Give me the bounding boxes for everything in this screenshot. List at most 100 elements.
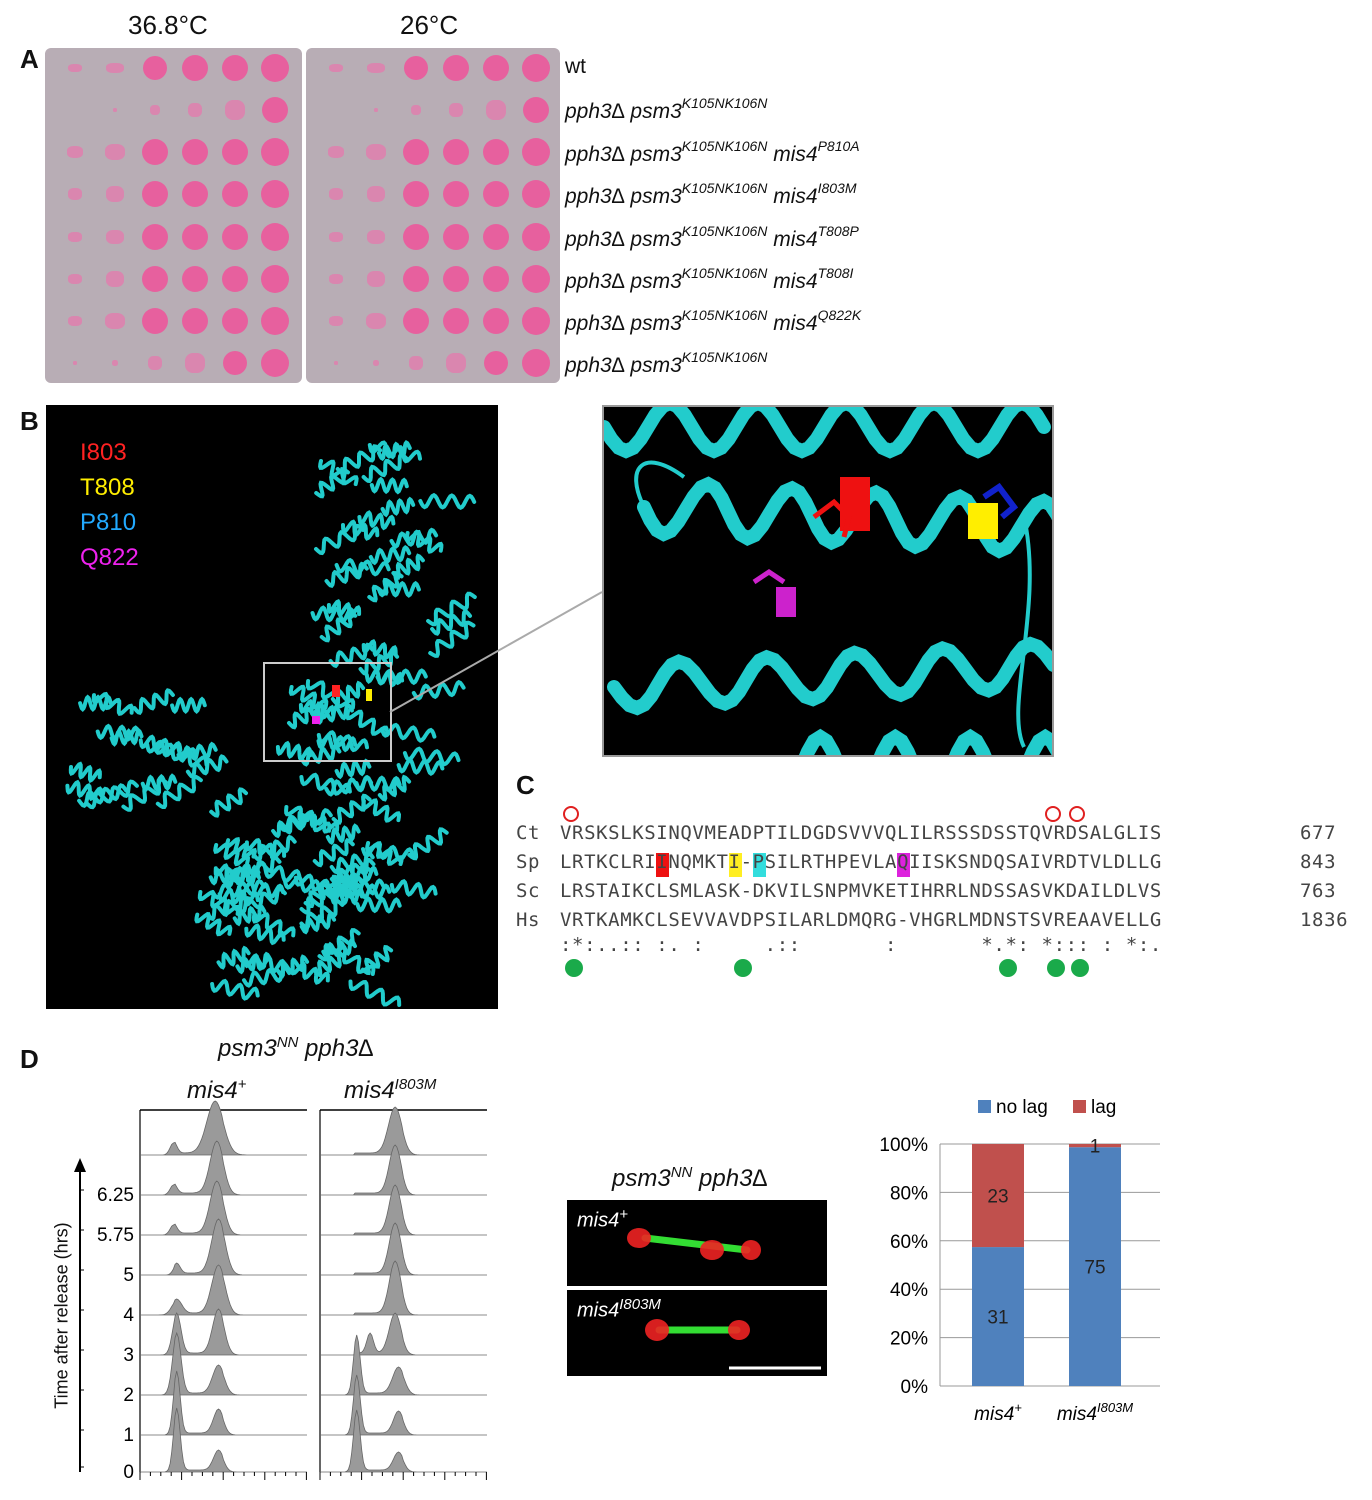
bar-data-label: 23 [987,1187,1008,1208]
residue-highlight [897,853,911,877]
legend-item-i803: I803 [80,439,127,466]
yeast-spot [106,186,124,202]
yeast-spot [112,360,118,366]
yeast-spot [403,224,429,250]
yeast-spot [182,308,208,334]
yeast-spot [443,266,469,292]
yeast-spot [142,139,168,165]
yeast-spot [483,266,509,292]
yeast-spot [522,307,550,335]
facs-histogram [320,1334,487,1396]
yeast-spot [403,139,429,165]
yeast-spot [106,63,124,73]
yeast-spot [225,100,245,120]
yeast-spot [106,271,124,287]
yeast-spot [182,266,208,292]
facs-histogram [320,1260,487,1316]
yeast-spot [443,224,469,250]
yeast-spot [142,224,168,250]
yeast-spot [483,55,509,81]
yeast-spot [411,105,421,115]
facs-histogram [140,1308,307,1356]
residue-highlight [656,853,670,877]
yeast-spot [261,223,289,251]
yeast-spot [222,181,248,207]
facs-time-label: 5.75 [97,1225,134,1246]
yeast-spot [483,139,509,165]
yeast-spot [182,55,208,81]
legend-item-t808: T808 [80,474,135,501]
yeast-spot [73,361,77,365]
legend-label: no lag [996,1097,1048,1118]
yeast-spot [182,181,208,207]
sequence-row: VRSKSLKSINQVMEADPTILDGDSVVVQLILRSSSDSSTQ… [560,822,1162,844]
yeast-spot [223,351,247,375]
protein-structure-full: I803 T808 P810 Q822 [46,405,498,1009]
yeast-spot [522,349,550,377]
yeast-spot [404,56,428,80]
yeast-spot [261,138,289,166]
yeast-spot [185,353,205,373]
y-tick-label: 80% [890,1183,928,1204]
protein-structure-zoom [597,395,1071,806]
yeast-spot [329,316,343,326]
yeast-spot [373,360,379,366]
yeast-spot [261,349,289,377]
yeast-spot [334,361,338,365]
facs-histogram [320,1312,487,1356]
yeast-spot [523,97,549,123]
yeast-spot [261,180,289,208]
residue-highlight [752,853,766,877]
yeast-spot [113,108,117,112]
micro-title: psm3NN pph3∆ [612,1164,768,1192]
yeast-spot [148,356,162,370]
species-label: Ct [516,822,541,844]
facs-time-label: 1 [123,1425,134,1446]
yeast-spot [367,63,385,73]
bar-segment [1069,1144,1121,1148]
sequence-row: LRSTAIKCLSMLASK-DKVILSNPMVKETIHRRLNDSSAS… [560,880,1162,902]
species-label: Hs [516,909,541,931]
facs-title: psm3NN pph3∆ [218,1034,374,1062]
yeast-spot [68,64,82,72]
facs-histogram [320,1106,487,1156]
yeast-spot [366,144,386,160]
yeast-spot [483,224,509,250]
yeast-spot [522,138,550,166]
yeast-spot [261,265,289,293]
bar-data-label: 1 [1090,1137,1101,1158]
red-circle-marker [563,806,580,822]
yeast-spot [329,232,343,242]
yeast-spot [443,139,469,165]
facs-time-label: 0 [123,1462,134,1480]
bar-segment [1069,1147,1121,1386]
facs-histogram [320,1184,487,1236]
yeast-spot [182,224,208,250]
yeast-spot [403,266,429,292]
yeast-spot [328,146,344,158]
legend-item-q822: Q822 [80,544,139,571]
yeast-spot [367,230,385,244]
sequence-position: 763 [1300,880,1337,902]
facs-histogram [140,1331,307,1396]
panel-label-d: D [20,1044,39,1074]
yeast-spot [68,232,82,242]
y-tick-label: 100% [879,1135,928,1156]
yeast-spot [366,313,386,329]
legend-label: lag [1091,1097,1116,1118]
legend-swatch [1073,1100,1086,1113]
genotype-label: pph3∆ psm3K105NK106N mis4Q822K [565,307,862,335]
facs-histogram [140,1218,307,1276]
yeast-spot [68,274,82,284]
yeast-spot [67,146,83,158]
yeast-spot [105,144,125,160]
genotype-label: pph3∆ psm3K105NK106N mis4I803M [565,180,857,208]
legend-swatch [978,1100,991,1113]
panel-label-c: C [516,770,535,800]
yeast-spot [143,56,167,80]
yeast-spot [443,181,469,207]
yeast-spot [222,224,248,250]
yeast-spot [486,100,506,120]
facs-histogram [140,1100,307,1156]
yeast-spot [367,186,385,202]
